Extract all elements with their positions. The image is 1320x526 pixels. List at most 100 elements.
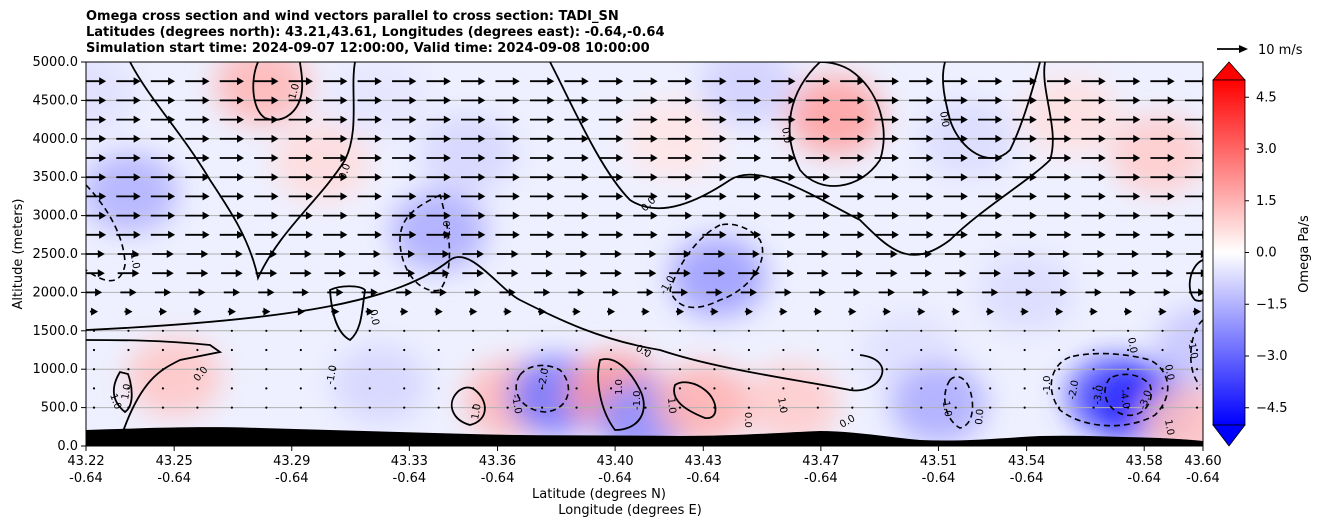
wind-vector xyxy=(909,115,934,124)
wind-vector xyxy=(462,269,484,278)
wind-vector xyxy=(150,96,176,105)
wind-vector xyxy=(633,192,658,201)
wind-vector xyxy=(265,387,268,390)
wind-vector xyxy=(361,288,378,297)
wind-vector xyxy=(150,192,176,201)
wind-vector xyxy=(1058,368,1061,371)
wind-vector xyxy=(703,269,726,278)
wind-vector xyxy=(598,230,624,239)
wind-vector xyxy=(265,406,268,409)
wind-vector xyxy=(813,307,822,316)
wind-vector xyxy=(403,368,406,371)
wind-vector xyxy=(885,348,888,352)
wind-vector xyxy=(702,134,727,143)
wind-vector xyxy=(1012,115,1037,124)
y-tick-label: 4500.0 xyxy=(33,93,79,108)
wind-vector xyxy=(392,192,417,201)
wind-vector xyxy=(1117,250,1139,258)
wind-vector xyxy=(885,368,888,371)
wind-vector xyxy=(531,250,553,258)
wind-vector xyxy=(1195,406,1199,409)
wind-vector xyxy=(875,269,898,278)
wind-vector xyxy=(702,115,727,124)
wind-vector xyxy=(189,288,206,297)
wind-vector xyxy=(288,77,313,86)
wind-vector xyxy=(185,192,210,201)
wind-vector xyxy=(609,406,613,409)
wind-vector xyxy=(874,134,899,143)
wind-vector xyxy=(878,288,895,297)
wind-vector xyxy=(747,368,751,371)
wind-vector xyxy=(357,154,382,162)
wind-vector xyxy=(667,115,693,124)
omega-cell xyxy=(273,121,370,202)
wind-vector xyxy=(1081,115,1106,124)
wind-vector xyxy=(1161,406,1164,409)
wind-vector xyxy=(851,368,854,371)
x-tick-label-lat: 43.58 xyxy=(1126,454,1163,469)
wind-vector xyxy=(598,154,624,162)
wind-vector xyxy=(221,250,243,258)
wind-vector xyxy=(529,211,555,220)
wind-vector xyxy=(598,211,624,220)
wind-vector xyxy=(874,77,899,86)
wind-vector xyxy=(633,77,658,86)
wind-vector xyxy=(1115,230,1141,239)
wind-vector xyxy=(219,211,245,220)
wind-vector xyxy=(1150,115,1175,124)
wind-vector xyxy=(265,368,268,371)
wind-vector xyxy=(185,211,210,220)
wind-vector xyxy=(223,288,240,297)
colorbar-extend-min xyxy=(1212,424,1246,447)
wind-vector xyxy=(392,211,417,220)
wind-vector xyxy=(909,77,934,86)
wind-vector xyxy=(598,77,624,86)
wind-vector xyxy=(495,192,520,201)
x-tick-label-lon: -0.64 xyxy=(481,471,515,486)
wind-vector xyxy=(840,134,865,143)
wind-vector xyxy=(805,134,830,143)
wind-vector xyxy=(186,269,209,278)
wind-vector xyxy=(393,269,416,278)
wind-vector xyxy=(392,154,417,162)
wind-vector xyxy=(392,134,417,143)
wind-vector xyxy=(540,387,544,390)
wind-vector xyxy=(978,96,1003,105)
wind-vector xyxy=(533,288,551,297)
contour-label: -4.0 xyxy=(1117,389,1131,410)
wind-vector xyxy=(529,173,555,182)
wind-vector xyxy=(86,96,107,105)
wind-vector xyxy=(1012,134,1037,143)
wind-vector xyxy=(86,134,107,143)
wind-vector xyxy=(426,134,451,143)
wind-vector xyxy=(874,115,899,124)
wind-vector xyxy=(606,307,616,316)
x-tick-label-lat: 43.25 xyxy=(156,454,193,469)
wind-vector xyxy=(1115,211,1141,220)
wind-vector xyxy=(116,115,141,124)
contour-label: -1.0 xyxy=(442,220,453,240)
y-axis-label: Altitude (meters) xyxy=(11,199,26,310)
wind-vector xyxy=(678,368,682,371)
wind-vector xyxy=(86,269,105,278)
wind-vector xyxy=(127,368,130,371)
wind-vector xyxy=(299,406,302,409)
wind-vector xyxy=(703,250,726,258)
wind-vector xyxy=(1195,387,1199,390)
wind-vector xyxy=(978,77,1003,86)
wind-vector xyxy=(1046,173,1072,182)
wind-vector xyxy=(262,307,271,316)
wind-vector xyxy=(116,192,141,201)
wind-vector xyxy=(702,173,727,182)
wind-vector xyxy=(702,230,727,239)
wind-vectors xyxy=(86,77,1203,409)
wind-vector xyxy=(644,406,647,409)
wind-vector xyxy=(713,368,716,371)
wind-vector xyxy=(392,173,417,182)
contour-label: 1.0 xyxy=(287,83,302,101)
wind-vector xyxy=(357,173,382,182)
wind-vector xyxy=(365,307,374,316)
wind-vector xyxy=(633,115,658,124)
contour-label: 1.0 xyxy=(120,383,134,401)
wind-vector xyxy=(495,154,520,162)
